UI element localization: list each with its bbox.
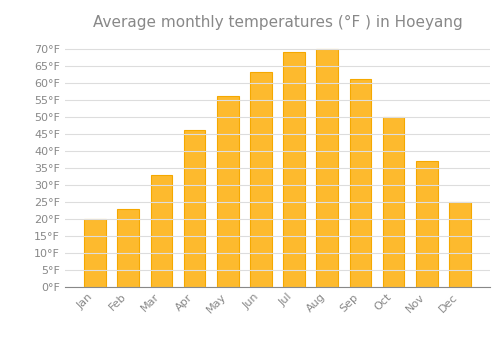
- Title: Average monthly temperatures (°F ) in Hoeyang: Average monthly temperatures (°F ) in Ho…: [92, 15, 462, 30]
- Bar: [217, 96, 238, 287]
- Bar: [284, 52, 305, 287]
- Bar: [449, 202, 470, 287]
- Bar: [250, 72, 272, 287]
- Bar: [150, 175, 172, 287]
- Bar: [383, 117, 404, 287]
- Bar: [184, 130, 206, 287]
- Bar: [416, 161, 438, 287]
- Bar: [118, 209, 139, 287]
- Bar: [316, 49, 338, 287]
- Bar: [350, 79, 371, 287]
- Bar: [84, 219, 106, 287]
